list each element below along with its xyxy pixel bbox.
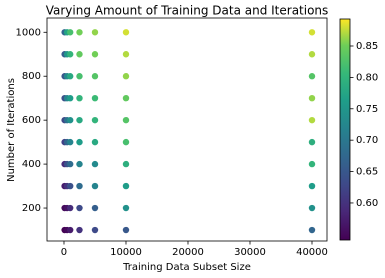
point <box>76 51 83 58</box>
point <box>66 182 74 190</box>
point <box>122 29 130 36</box>
point <box>308 138 316 146</box>
point <box>308 51 316 58</box>
y-tick-label: 200 <box>22 203 41 214</box>
colorbar-tick-label: 0.85 <box>356 41 378 52</box>
point <box>308 29 316 36</box>
x-tick-label: 20000 <box>172 247 204 258</box>
x-tick-label: 40000 <box>296 247 328 258</box>
point <box>122 204 130 212</box>
point <box>66 51 74 58</box>
point <box>76 182 83 190</box>
y-tick-label: 1000 <box>16 27 41 38</box>
point <box>91 29 99 36</box>
colorbar <box>339 18 351 241</box>
point <box>91 73 99 80</box>
point <box>66 138 74 146</box>
point <box>76 94 83 102</box>
point <box>66 73 74 80</box>
point <box>91 51 99 58</box>
point <box>122 116 130 124</box>
y-axis-label: Number of Iterations <box>6 78 17 182</box>
colorbar-tick-label: 0.65 <box>356 167 378 178</box>
point <box>76 204 83 212</box>
point <box>66 226 74 234</box>
point <box>122 182 130 190</box>
point <box>91 182 99 190</box>
x-tick-label: 0 <box>61 247 67 258</box>
point <box>66 116 74 124</box>
point <box>91 204 99 212</box>
point <box>91 94 99 102</box>
point <box>122 226 130 234</box>
point <box>91 116 99 124</box>
point <box>91 226 99 234</box>
y-tick-label: 400 <box>22 159 41 170</box>
point <box>308 73 316 80</box>
x-axis-label: Training Data Subset Size <box>122 262 251 273</box>
point <box>308 116 316 124</box>
point <box>308 160 316 168</box>
y-tick-label: 800 <box>22 71 41 82</box>
colorbar-tick-label: 0.80 <box>356 72 378 83</box>
plot-frame <box>46 17 328 242</box>
y-tick-label: 600 <box>22 115 41 126</box>
point <box>308 226 316 234</box>
point <box>66 204 74 212</box>
colorbar-tick-label: 0.60 <box>356 198 378 209</box>
point <box>308 94 316 102</box>
point <box>122 94 130 102</box>
point <box>76 138 83 146</box>
point <box>66 160 74 168</box>
point <box>308 182 316 190</box>
point <box>76 226 83 234</box>
point <box>308 204 316 212</box>
point <box>66 94 74 102</box>
colorbar-tick-label: 0.70 <box>356 135 378 146</box>
x-tick-label: 30000 <box>234 247 266 258</box>
point <box>76 116 83 124</box>
point <box>122 138 130 146</box>
point <box>91 160 99 168</box>
colorbar-tick-label: 0.75 <box>356 104 378 115</box>
point <box>122 51 130 58</box>
point <box>91 138 99 146</box>
point <box>76 29 83 36</box>
x-tick-label: 10000 <box>110 247 142 258</box>
point <box>76 73 83 80</box>
point <box>122 73 130 80</box>
point <box>122 160 130 168</box>
chart-title: Varying Amount of Training Data and Iter… <box>46 4 329 18</box>
point <box>76 160 83 168</box>
point <box>66 29 74 36</box>
